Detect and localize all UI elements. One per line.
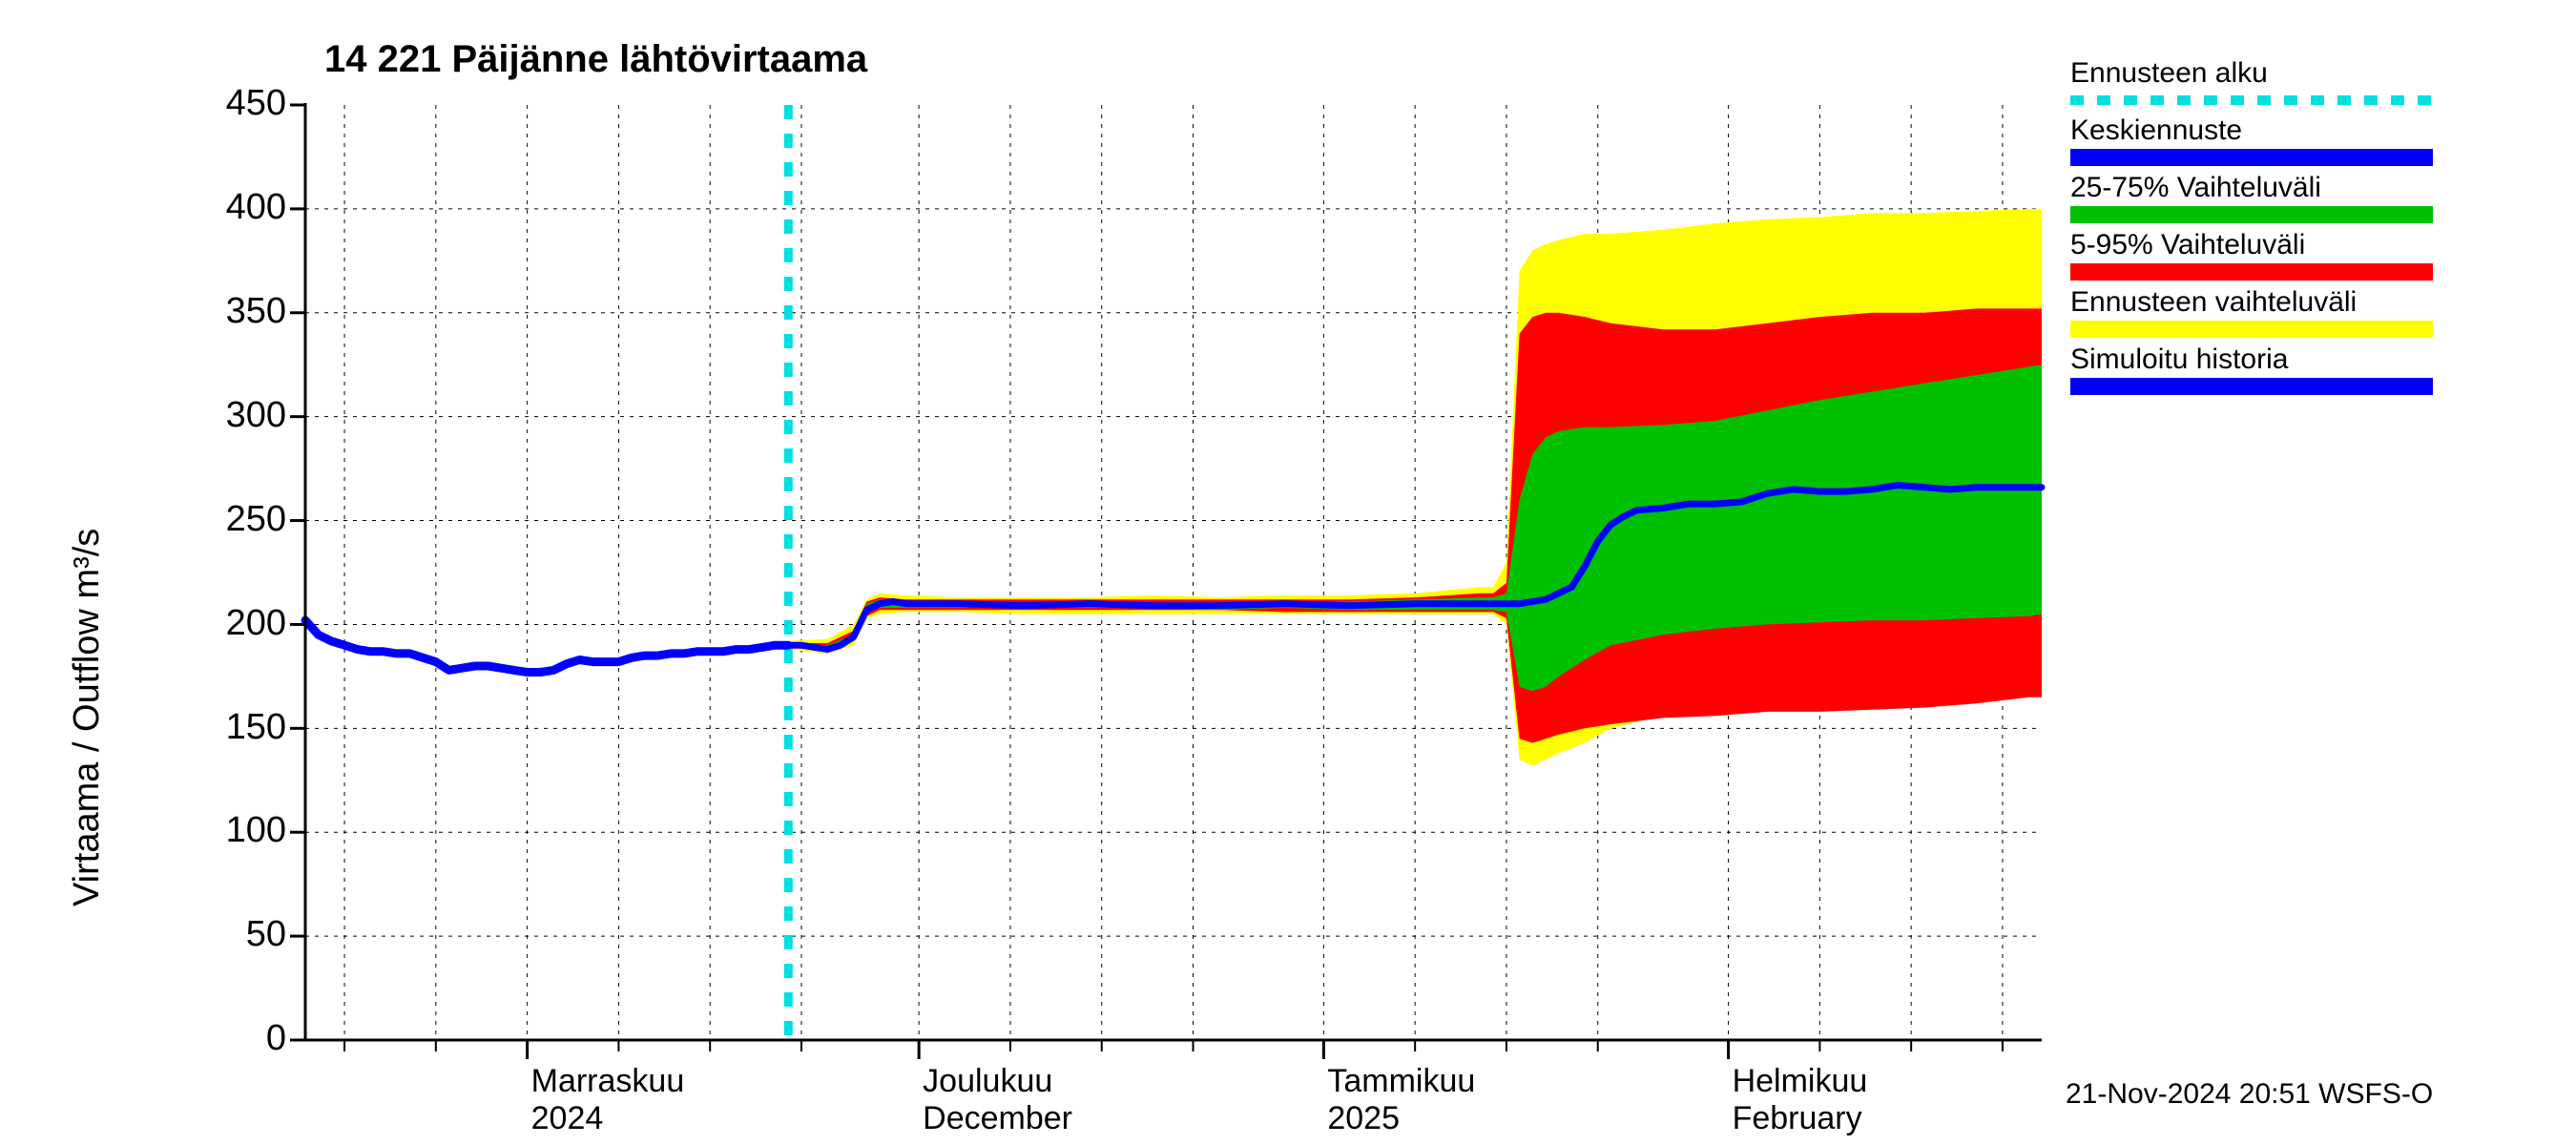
legend-swatch (2070, 263, 2433, 281)
legend: Ennusteen alku Keskiennuste 25-75% Vaihtel… (2070, 57, 2433, 401)
legend-swatch (2070, 378, 2433, 395)
x-tick-label: Helmikuu February (1733, 1063, 1868, 1137)
y-tick-label: 100 (191, 810, 286, 851)
legend-item: 25-75% Vaihteluväli (2070, 172, 2433, 223)
legend-label: Keskiennuste (2070, 114, 2433, 147)
legend-item: 5-95% Vaihteluväli (2070, 229, 2433, 281)
legend-swatch (2070, 149, 2433, 166)
legend-swatch (2070, 321, 2433, 338)
legend-label: 5-95% Vaihteluväli (2070, 229, 2433, 261)
y-tick-label: 200 (191, 603, 286, 644)
timestamp-footer: 21-Nov-2024 20:51 WSFS-O (2066, 1078, 2433, 1111)
chart-title: 14 221 Päijänne lähtövirtaama (324, 38, 867, 81)
y-tick-label: 250 (191, 499, 286, 540)
x-tick-label: Tammikuu 2025 (1327, 1063, 1475, 1137)
legend-item: Keskiennuste (2070, 114, 2433, 166)
x-tick-label: Marraskuu 2024 (531, 1063, 685, 1137)
y-tick-label: 350 (191, 291, 286, 332)
legend-label: 25-75% Vaihteluväli (2070, 172, 2433, 204)
legend-label: Ennusteen alku (2070, 57, 2433, 90)
y-tick-label: 0 (191, 1018, 286, 1059)
legend-item: Ennusteen alku (2070, 57, 2433, 109)
y-tick-label: 150 (191, 707, 286, 748)
y-tick-label: 450 (191, 83, 286, 124)
chart-container: { "chart": { "type": "line-with-bands", … (0, 0, 2576, 1145)
y-tick-label: 400 (191, 187, 286, 228)
legend-item: Ennusteen vaihteluväli (2070, 286, 2433, 338)
y-tick-label: 300 (191, 395, 286, 436)
y-tick-label: 50 (191, 914, 286, 955)
legend-label: Simuloitu historia (2070, 344, 2433, 376)
y-axis-label: Virtaama / Outflow m³/s (67, 529, 108, 906)
legend-item: Simuloitu historia (2070, 344, 2433, 395)
legend-swatch (2070, 95, 2433, 105)
legend-swatch (2070, 206, 2433, 223)
legend-label: Ennusteen vaihteluväli (2070, 286, 2433, 319)
x-tick-label: Joulukuu December (923, 1063, 1072, 1137)
